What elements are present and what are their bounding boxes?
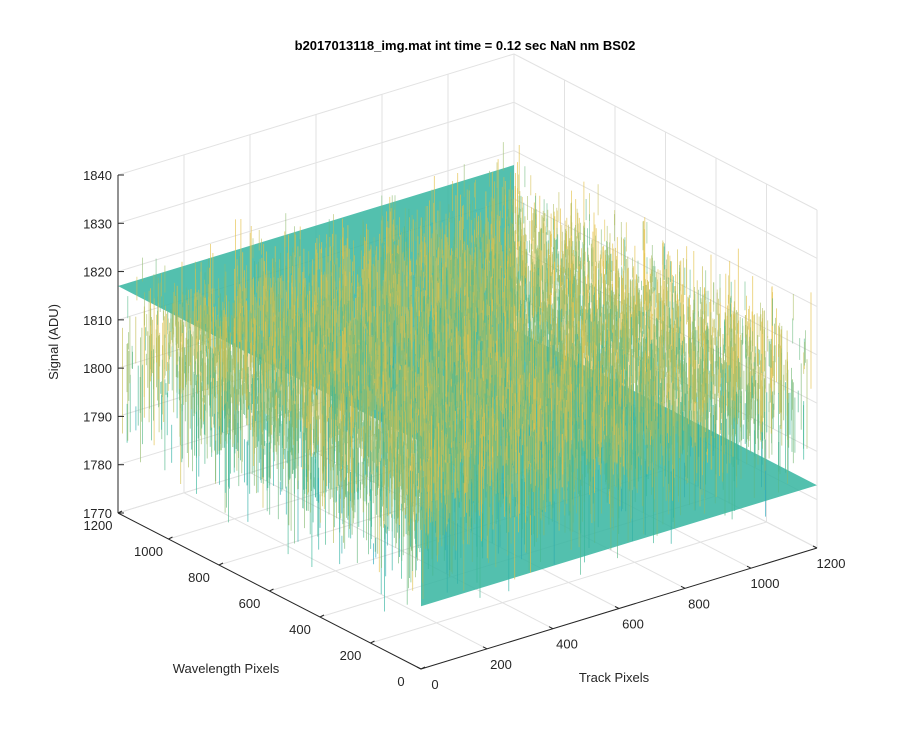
back-wall-grid-line	[117, 101, 515, 224]
side-wall-grid-line	[513, 198, 818, 356]
side-wall-grid-line	[513, 150, 818, 308]
y-tick-label: 200	[340, 648, 362, 663]
x-tick-mark	[416, 666, 422, 670]
y-tick-label: 1200	[84, 518, 113, 533]
y-tick-mark	[168, 536, 173, 540]
x-tick-label: 1000	[751, 576, 780, 591]
y-tick-mark	[269, 588, 274, 592]
y-tick-mark	[420, 666, 426, 670]
x-tick-mark	[812, 545, 818, 549]
x-tick-label: 0	[431, 677, 438, 692]
side-wall-grid-line	[513, 101, 818, 259]
y-tick-mark	[218, 562, 224, 566]
y-tick-mark	[319, 614, 325, 618]
x-tick-label: 400	[556, 637, 578, 652]
x-axis-label: Track Pixels	[579, 670, 650, 685]
back-wall-grid-line	[117, 53, 515, 176]
side-wall-grid-line	[513, 53, 818, 211]
y-tick-label: 600	[239, 596, 261, 611]
z-tick-label: 1800	[83, 361, 112, 376]
y-tick-label: 0	[397, 674, 404, 689]
tick-labels: 0 200 400 600 800 1000 1200 0 200 400 600 800 1000 12…	[83, 168, 845, 692]
chart-title: b2017013118_img.mat int time = 0.12 sec …	[295, 38, 636, 53]
z-tick-label: 1830	[83, 216, 112, 231]
y-tick-label: 400	[289, 622, 311, 637]
y-tick-label: 800	[188, 570, 210, 585]
y-axis-label: Wavelength Pixels	[173, 661, 280, 676]
x-tick-label: 600	[622, 617, 644, 632]
x-tick-mark	[746, 565, 752, 569]
y-tick-label: 1000	[134, 544, 163, 559]
z-tick-label: 1780	[83, 458, 112, 473]
surface-top-texture	[127, 142, 806, 509]
x-tick-mark	[482, 646, 488, 650]
floor-grid-line	[370, 521, 767, 644]
x-tick-label: 200	[490, 657, 512, 672]
surface	[118, 142, 817, 612]
y-tick-mark	[370, 640, 375, 644]
z-axis-label: Signal (ADU)	[46, 304, 61, 380]
z-tick-label: 1820	[83, 265, 112, 280]
z-tick-label: 1790	[83, 409, 112, 424]
x-tick-mark	[680, 585, 686, 589]
axes	[117, 174, 818, 670]
x-tick-mark	[614, 606, 620, 609]
back-wall-grid-line	[117, 150, 515, 273]
x-tick-label: 800	[688, 596, 710, 611]
x-tick-label: 1200	[817, 556, 846, 571]
z-tick-label: 1770	[83, 506, 112, 521]
z-tick-label: 1810	[83, 313, 112, 328]
z-tick-label: 1840	[83, 168, 112, 183]
x-tick-mark	[548, 626, 554, 630]
